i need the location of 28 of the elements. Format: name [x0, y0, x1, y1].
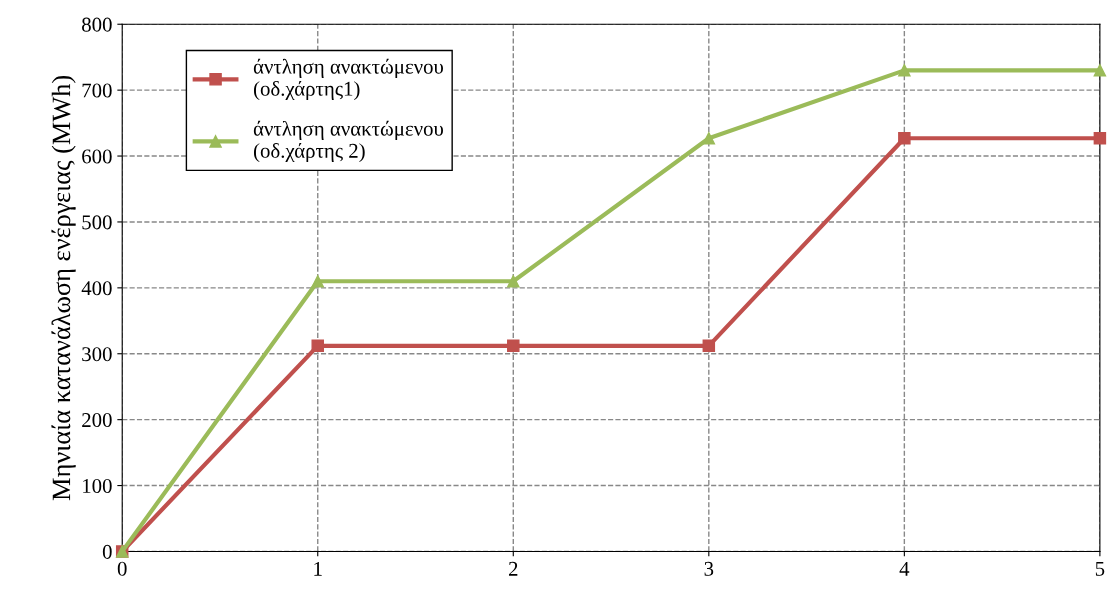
x-tick-label: 3: [704, 561, 714, 576]
point: [702, 132, 716, 145]
point: [507, 275, 520, 288]
y-tick-label: 300: [82, 347, 112, 362]
point: [898, 132, 911, 145]
y-tick-label: 100: [83, 478, 112, 493]
y-axis-title: Μηνιαία κατανάλωση ενέργειας (MWh): [51, 75, 76, 501]
y-tick-label: 600: [82, 149, 112, 164]
x-tick-label: 2: [508, 561, 518, 576]
legend-label: άντληση ανακτώμενου (οδ.χάρτης1): [253, 58, 443, 101]
y-tick-label: 0: [102, 544, 112, 559]
y-tick-label: 800: [82, 17, 112, 32]
y-tick-label: 500: [82, 215, 112, 230]
point: [702, 339, 716, 353]
point: [1093, 132, 1107, 145]
legend-label: άντληση ανακτώμενου (οδ.χάρτης 2): [253, 120, 443, 163]
x-tick-label: 5: [1095, 562, 1105, 576]
y-tick-label: 200: [82, 413, 112, 428]
point: [1093, 64, 1107, 77]
x-tick-label: 1: [314, 561, 322, 576]
y-tick-label: 400: [81, 281, 112, 296]
point: [507, 339, 520, 353]
x-tick-label: 0: [117, 561, 127, 576]
y-tick-label: 700: [82, 83, 112, 98]
x-tick-label: 4: [899, 561, 910, 576]
point: [311, 339, 324, 353]
point: [311, 275, 324, 288]
point: [898, 64, 911, 77]
